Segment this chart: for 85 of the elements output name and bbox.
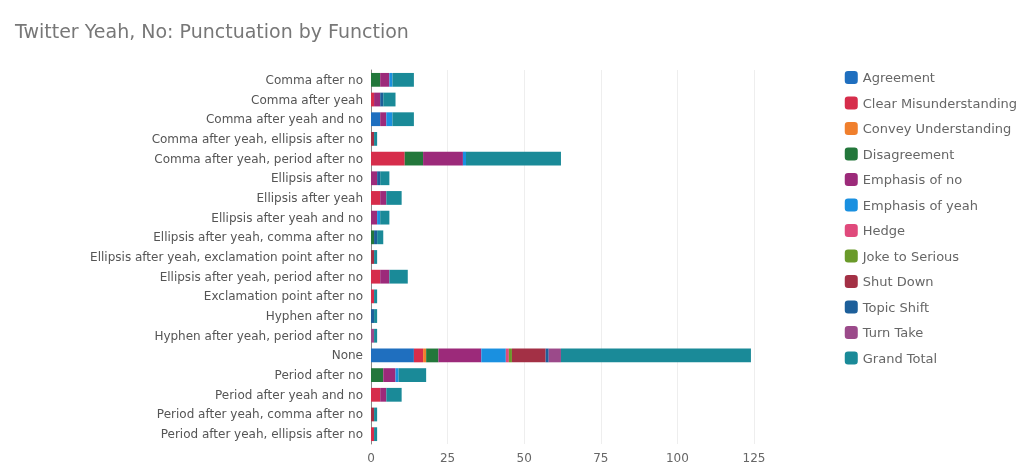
y-tick-label: Exclamation point after no xyxy=(203,289,363,304)
bar xyxy=(560,348,751,363)
x-tick-label: 0 xyxy=(367,451,375,465)
bar xyxy=(386,112,393,127)
bar xyxy=(426,348,439,363)
bar xyxy=(380,269,390,284)
legend-label: Emphasis of no xyxy=(862,172,963,187)
bar xyxy=(423,348,427,363)
bar xyxy=(371,368,384,382)
bar xyxy=(380,191,387,205)
bar xyxy=(371,348,414,363)
bar xyxy=(462,151,466,166)
legend-label: Emphasis of yeah xyxy=(862,197,978,213)
y-tick-label: Period after yeah, ellipsis after no xyxy=(160,427,363,442)
bar xyxy=(383,368,396,382)
bar xyxy=(371,210,378,225)
bar xyxy=(380,72,390,87)
y-tick-label: Ellipsis after yeah, comma after no xyxy=(153,230,363,245)
x-tick-label: 100 xyxy=(665,451,689,465)
legend-label: Disagreement xyxy=(862,146,955,162)
bar xyxy=(371,171,378,186)
y-tick-label: Comma after yeah xyxy=(251,92,363,107)
bar xyxy=(423,151,463,166)
bar xyxy=(371,269,381,284)
bar xyxy=(386,191,402,205)
x-tick-label: 125 xyxy=(742,451,766,465)
bar xyxy=(371,112,381,127)
bar xyxy=(371,151,405,166)
y-tick-label: Period after yeah and no xyxy=(214,387,363,402)
x-tick-label: 50 xyxy=(516,451,532,465)
bar xyxy=(511,348,546,363)
y-tick-label: None xyxy=(331,348,363,363)
y-tick-label: Comma after yeah, period after no xyxy=(154,151,363,166)
y-tick-label: Ellipsis after yeah, exclamation point after no xyxy=(90,250,363,264)
legend-label: Convey Understanding xyxy=(862,121,1012,136)
bar xyxy=(377,230,384,245)
x-tick-label: 75 xyxy=(593,451,609,465)
bar xyxy=(389,269,408,284)
bar xyxy=(392,72,414,87)
y-tick-label: Comma after no xyxy=(265,72,363,87)
bar xyxy=(481,348,506,363)
y-tick-label: Period after no xyxy=(274,368,363,383)
bar xyxy=(465,151,561,166)
y-tick-label: Comma after yeah and no xyxy=(205,112,363,127)
bar xyxy=(380,387,387,402)
x-tick-label: 25 xyxy=(439,451,456,465)
legend-label: Clear Misunderstanding xyxy=(862,95,1018,111)
text: Twitter Yeah, No: Punctuation by Function xyxy=(14,19,409,42)
bar xyxy=(380,210,390,225)
bar xyxy=(377,171,381,186)
bar xyxy=(404,151,424,166)
bar xyxy=(371,92,375,107)
y-tick-label: Ellipsis after no xyxy=(270,171,363,186)
y-tick-label: Ellipsis after yeah xyxy=(256,190,363,205)
bar xyxy=(438,348,482,363)
bar xyxy=(380,92,384,107)
bar xyxy=(371,72,381,87)
bar xyxy=(392,112,414,127)
bar xyxy=(398,368,427,382)
bar xyxy=(374,92,381,107)
legend-label: Joke to Serious xyxy=(861,248,960,264)
bar xyxy=(371,191,381,205)
legend-label: Hedge xyxy=(862,223,906,238)
legend-label: Shut Down xyxy=(862,274,934,289)
bar xyxy=(377,210,381,225)
bar xyxy=(386,387,402,402)
bar xyxy=(380,171,390,186)
legend-label: Grand Total xyxy=(862,350,938,366)
bar xyxy=(548,348,561,363)
legend-label: Topic Shift xyxy=(861,299,930,315)
y-tick-label: Hyphen after yeah, period after no xyxy=(154,328,363,343)
bar xyxy=(545,348,549,363)
y-tick-label: Ellipsis after yeah, period after no xyxy=(159,269,363,284)
legend-label: Turn Take xyxy=(861,325,924,340)
bar xyxy=(389,72,393,87)
bar xyxy=(413,348,424,363)
bar xyxy=(383,92,396,107)
y-tick-label: Ellipsis after yeah and no xyxy=(211,210,363,225)
bar xyxy=(380,112,387,127)
y-tick-label: Comma after yeah, ellipsis after no xyxy=(151,131,363,146)
y-tick-label: Hyphen after no xyxy=(265,309,363,324)
y-tick-label: Period after yeah, comma after no xyxy=(156,407,363,422)
legend-label: Agreement xyxy=(862,70,935,85)
bar xyxy=(371,387,381,402)
bar xyxy=(395,368,399,382)
